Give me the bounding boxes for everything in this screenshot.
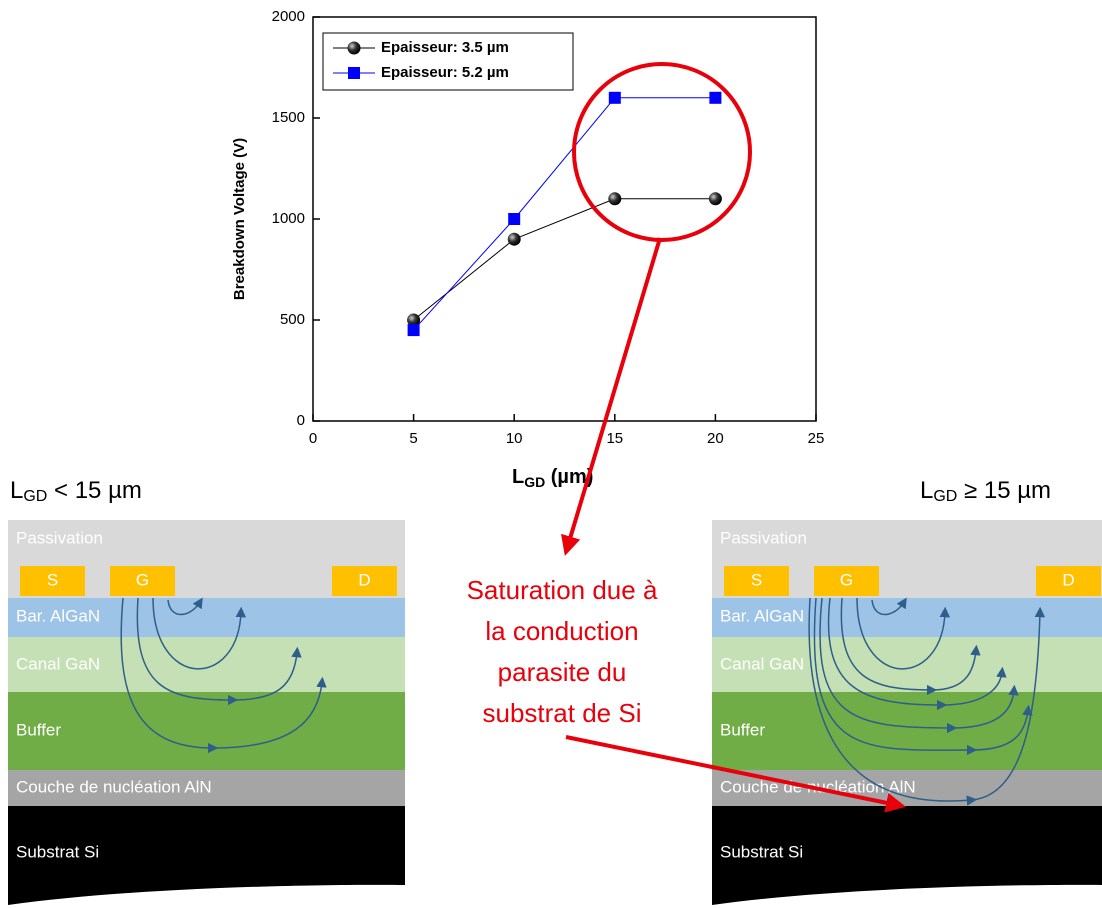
layer-label: Substrat Si <box>16 842 99 861</box>
y-tick-label: 1500 <box>272 109 305 126</box>
layer-label: Substrat Si <box>720 842 803 861</box>
electrode-label: D <box>1062 570 1074 589</box>
x-axis-label: LGD (µm) <box>512 466 593 489</box>
field-line <box>856 597 951 670</box>
electrode <box>332 566 397 596</box>
annotation-line: substrat de Si <box>483 698 642 728</box>
field-line <box>120 597 327 754</box>
point <box>508 213 521 225</box>
electrode <box>814 566 879 596</box>
point <box>507 232 521 246</box>
text-part: (µm) <box>545 466 593 488</box>
point <box>407 313 421 327</box>
electrode-label: G <box>840 570 853 589</box>
point <box>348 67 360 79</box>
layer-label: Canal GaN <box>16 654 100 673</box>
layer-label: Bar. AlGaN <box>16 606 100 625</box>
x-tick-label: 10 <box>506 430 523 447</box>
electrode <box>110 566 175 596</box>
panel-title: LGD ≥ 15 µm <box>920 477 1051 505</box>
legend-frame <box>322 32 574 91</box>
legend-label: Epaisseur: 3.5 µm <box>381 39 509 56</box>
text-part: L <box>10 477 23 504</box>
electrode <box>20 566 85 596</box>
highlight-circle <box>572 62 752 242</box>
legend: Epaisseur: 3.5 µm Epaisseur: 5.2 µm <box>322 32 574 91</box>
annotation-line: la conduction <box>485 616 638 646</box>
layer-label: Passivation <box>16 528 103 547</box>
x-tick-label: 20 <box>707 430 724 447</box>
x-tick-label: 5 <box>409 430 417 447</box>
annotation-line: Saturation due à <box>467 575 658 605</box>
layer-label: Bar. AlGaN <box>720 606 804 625</box>
text-part: L <box>920 477 933 504</box>
point <box>608 91 621 104</box>
text-part: ≥ 15 µm <box>957 477 1051 504</box>
y-tick-label: 500 <box>280 311 305 328</box>
x-tick-label: 0 <box>309 430 317 447</box>
electrode <box>724 566 789 596</box>
panel-title: LGD < 15 µm <box>10 477 142 505</box>
electrode-label: G <box>136 570 149 589</box>
point <box>709 91 722 104</box>
layer-label: Buffer <box>16 720 61 739</box>
chart: 0 500 1000 1500 2000 0 5 10 15 20 25 Breakdown Volt… <box>231 8 824 490</box>
x-tick-label: 15 <box>606 430 623 447</box>
subscript: GD <box>524 474 545 490</box>
subscript: GD <box>933 488 957 505</box>
y-tick-label: 1000 <box>272 210 305 227</box>
layer-label: Couche de nucléation AlN <box>16 777 212 796</box>
text-part: L <box>512 466 524 488</box>
layer-label: Passivation <box>720 528 807 547</box>
y-tick-label: 0 <box>297 412 305 429</box>
series-line <box>413 198 716 321</box>
point <box>407 324 420 337</box>
electrode-label: S <box>47 570 58 589</box>
x-tick-label: 25 <box>808 430 825 447</box>
subscript: GD <box>23 488 47 505</box>
field-line <box>167 597 203 616</box>
electrode-label: D <box>358 570 370 589</box>
field-line <box>808 597 1046 806</box>
point <box>708 192 722 206</box>
layer <box>8 692 405 770</box>
annotation: Saturation due à la conduction parasite du… <box>467 62 906 813</box>
text-part: < 15 µm <box>47 477 142 504</box>
layer-label: Buffer <box>720 720 765 739</box>
point <box>608 192 622 206</box>
layer <box>712 806 1102 905</box>
layer-label: Canal GaN <box>720 654 804 673</box>
y-tick-label: 2000 <box>272 8 305 25</box>
point <box>347 41 361 55</box>
arrow <box>561 237 662 556</box>
y-axis-label: Breakdown Voltage (V) <box>231 138 248 300</box>
annotation-line: parasite du <box>498 657 627 687</box>
legend-label: Epaisseur: 5.2 µm <box>381 64 509 81</box>
layer <box>8 806 405 905</box>
series-line <box>413 97 716 331</box>
electrode-label: S <box>751 570 762 589</box>
layer <box>8 770 405 806</box>
electrode <box>1036 566 1101 596</box>
field-line <box>871 597 907 616</box>
layer <box>8 598 405 637</box>
layer <box>8 637 405 692</box>
field-line <box>152 597 247 670</box>
arrow <box>565 735 906 813</box>
